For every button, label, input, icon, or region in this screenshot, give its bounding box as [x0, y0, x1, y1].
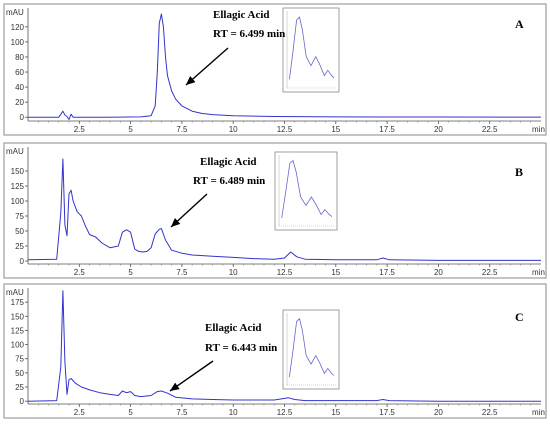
y-tick-label: 125	[11, 326, 25, 335]
uv-spectrum-inset	[282, 7, 340, 93]
annotation-compound-name: Ellagic Acid	[205, 322, 262, 334]
y-tick-label: 150	[11, 312, 25, 321]
chromatogram-series-line	[28, 13, 542, 120]
y-tick-label: 75	[15, 355, 24, 364]
y-tick-label: 150	[11, 167, 25, 176]
x-tick-label: 12.5	[277, 125, 293, 134]
x-unit-label: min	[532, 408, 545, 417]
x-tick-label: 5	[128, 408, 133, 417]
panel-letter-label: C	[515, 310, 524, 324]
y-tick-label: 25	[15, 242, 24, 251]
chromatogram-series-line	[27, 158, 541, 261]
x-tick-label: 12.5	[277, 408, 293, 417]
inset-spectrum-line	[289, 16, 335, 80]
x-tick-label: 20	[434, 268, 443, 277]
annotation-retention-time: RT = 6.499 min	[213, 28, 285, 40]
y-tick-label: 100	[11, 38, 25, 47]
y-tick-label: 100	[11, 341, 25, 350]
x-tick-label: 15	[331, 125, 340, 134]
panel-c: 0 25 50 75 100 125 150 175 2.5 5 7.5 10 12.5 15 17.5 20…	[3, 283, 547, 419]
panel-frame	[3, 3, 547, 136]
x-tick-label: 10	[229, 268, 238, 277]
y-unit-label: mAU	[6, 288, 24, 297]
x-tick-label: 17.5	[379, 408, 395, 417]
x-tick-label: 2.5	[74, 268, 86, 277]
x-tick-label: 5	[128, 268, 133, 277]
uv-spectrum-inset	[274, 151, 338, 231]
panel-letter-label: B	[515, 165, 523, 179]
annotation-compound-name: Ellagic Acid	[213, 9, 270, 21]
x-tick-label: 17.5	[379, 268, 395, 277]
panel-letter-label: A	[515, 17, 524, 31]
x-tick-label: 10	[229, 125, 238, 134]
annotation-compound-name: Ellagic Acid	[200, 156, 257, 168]
y-tick-label: 40	[15, 83, 24, 92]
x-tick-label: 22.5	[482, 408, 498, 417]
uv-spectrum-inset	[282, 309, 340, 390]
y-unit-label: mAU	[6, 8, 24, 17]
y-tick-label: 20	[15, 98, 24, 107]
y-unit-label: mAU	[6, 147, 24, 156]
y-tick-label: 75	[15, 212, 24, 221]
y-tick-label: 0	[20, 113, 25, 122]
x-tick-label: 2.5	[74, 125, 86, 134]
annotation-arrow-head	[170, 382, 180, 391]
y-tick-label: 80	[15, 53, 24, 62]
inset-spectrum-line	[281, 159, 333, 219]
panel-frame	[3, 142, 547, 279]
y-tick-label: 50	[15, 227, 24, 236]
x-unit-label: min	[532, 268, 545, 277]
annotation-retention-time: RT = 6.489 min	[193, 175, 265, 187]
panel-frame	[3, 283, 547, 419]
annotation-arrow-head	[186, 76, 196, 85]
y-tick-label: 25	[15, 383, 24, 392]
x-tick-label: 22.5	[482, 268, 498, 277]
x-tick-label: 7.5	[176, 125, 188, 134]
y-tick-label: 50	[15, 369, 24, 378]
y-tick-label: 60	[15, 68, 24, 77]
x-tick-label: 5	[128, 125, 133, 134]
x-tick-label: 7.5	[176, 408, 188, 417]
annotation-retention-time: RT = 6.443 min	[205, 342, 277, 354]
x-tick-label: 17.5	[379, 125, 395, 134]
inset-spectrum-line	[289, 317, 335, 377]
panel-b: 0 25 50 75 100 125 150 2.5 5 7.5 10 12.5 15 17.5 20 22.…	[3, 142, 547, 279]
y-tick-label: 0	[20, 257, 25, 266]
y-tick-label: 120	[11, 23, 25, 32]
x-tick-label: 2.5	[74, 408, 86, 417]
annotation-arrow-shaft	[185, 47, 229, 86]
chromatogram-series-line	[27, 290, 541, 402]
y-tick-label: 0	[20, 397, 25, 406]
x-tick-label: 15	[331, 268, 340, 277]
x-unit-label: min	[532, 125, 545, 134]
x-tick-label: 15	[331, 408, 340, 417]
x-tick-label: 20	[434, 125, 443, 134]
x-tick-label: 20	[434, 408, 443, 417]
x-tick-label: 22.5	[482, 125, 498, 134]
x-tick-label: 7.5	[176, 268, 188, 277]
y-tick-label: 125	[11, 182, 25, 191]
y-tick-label: 175	[11, 298, 25, 307]
y-tick-label: 100	[11, 197, 25, 206]
x-tick-label: 12.5	[277, 268, 293, 277]
x-tick-label: 10	[229, 408, 238, 417]
panel-a: 0 20 40 60 80 100 120 2.5 5 7.5 10 12.5 15 17.5 20 22.5…	[3, 3, 547, 136]
annotation-arrow-head	[171, 218, 181, 227]
